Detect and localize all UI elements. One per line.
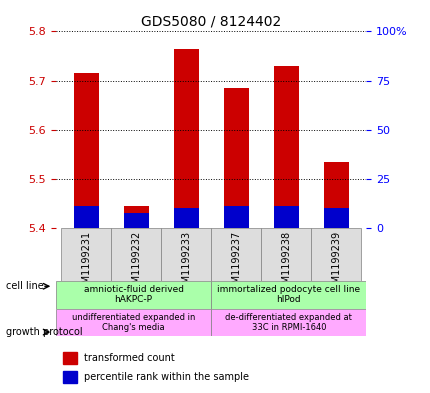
- Text: cell line: cell line: [6, 281, 43, 291]
- Text: GSM1199232: GSM1199232: [131, 231, 141, 296]
- Text: immortalized podocyte cell line
hIPod: immortalized podocyte cell line hIPod: [217, 285, 359, 305]
- FancyBboxPatch shape: [56, 281, 211, 309]
- Bar: [123, 213, 148, 228]
- FancyBboxPatch shape: [211, 228, 261, 281]
- Bar: [74, 73, 98, 228]
- FancyBboxPatch shape: [261, 228, 310, 281]
- Bar: [323, 162, 348, 228]
- Bar: [273, 206, 298, 228]
- Bar: [173, 208, 198, 228]
- Text: GSM1199237: GSM1199237: [230, 231, 241, 296]
- FancyBboxPatch shape: [310, 228, 360, 281]
- FancyBboxPatch shape: [211, 281, 366, 309]
- FancyBboxPatch shape: [161, 228, 211, 281]
- Bar: [223, 88, 248, 228]
- Text: transformed count: transformed count: [83, 353, 174, 363]
- Bar: [74, 206, 98, 228]
- Text: growth protocol: growth protocol: [6, 327, 82, 337]
- Bar: [323, 208, 348, 228]
- Text: amniotic-fluid derived
hAKPC-P: amniotic-fluid derived hAKPC-P: [83, 285, 183, 305]
- Text: GSM1199238: GSM1199238: [281, 231, 291, 296]
- Bar: [63, 352, 77, 364]
- Bar: [63, 371, 77, 383]
- Text: de-differentiated expanded at
33C in RPMI-1640: de-differentiated expanded at 33C in RPM…: [225, 312, 351, 332]
- Text: GSM1199239: GSM1199239: [331, 231, 341, 296]
- FancyBboxPatch shape: [111, 228, 161, 281]
- FancyBboxPatch shape: [56, 309, 211, 336]
- FancyBboxPatch shape: [211, 309, 366, 336]
- Bar: [123, 206, 148, 228]
- Title: GDS5080 / 8124402: GDS5080 / 8124402: [141, 15, 281, 29]
- Bar: [273, 66, 298, 228]
- Bar: [223, 206, 248, 228]
- Text: GSM1199233: GSM1199233: [181, 231, 191, 296]
- Text: GSM1199231: GSM1199231: [81, 231, 91, 296]
- Text: undifferentiated expanded in
Chang's media: undifferentiated expanded in Chang's med…: [72, 312, 195, 332]
- FancyBboxPatch shape: [61, 228, 111, 281]
- Bar: [173, 49, 198, 228]
- Text: percentile rank within the sample: percentile rank within the sample: [83, 372, 248, 382]
